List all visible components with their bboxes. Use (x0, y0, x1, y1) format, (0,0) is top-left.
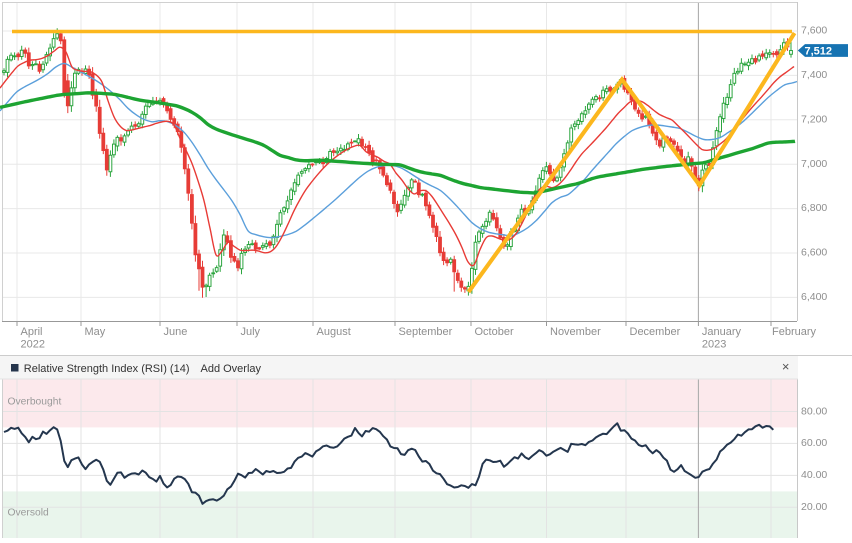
svg-text:June: June (164, 326, 188, 338)
svg-text:November: November (550, 326, 601, 338)
svg-text:July: July (241, 326, 261, 338)
svg-text:6,400: 6,400 (801, 291, 827, 303)
svg-text:7,512: 7,512 (805, 45, 833, 57)
svg-text:Relative Strength Index (RSI): Relative Strength Index (RSI) (14) (24, 363, 190, 375)
svg-text:40.00: 40.00 (801, 469, 827, 481)
svg-text:×: × (782, 359, 790, 374)
svg-text:7,000: 7,000 (801, 158, 827, 170)
svg-text:May: May (85, 326, 106, 338)
svg-text:September: September (399, 326, 453, 338)
svg-text:80.00: 80.00 (801, 405, 827, 417)
svg-text:Overbought: Overbought (8, 397, 62, 408)
svg-text:6,800: 6,800 (801, 202, 827, 214)
svg-text:60.00: 60.00 (801, 437, 827, 449)
svg-text:August: August (317, 326, 351, 338)
svg-text:April: April (21, 326, 43, 338)
svg-text:October: October (475, 326, 514, 338)
svg-text:2022: 2022 (21, 339, 45, 351)
svg-text:January: January (702, 326, 742, 338)
svg-text:7,200: 7,200 (801, 113, 827, 125)
svg-text:7,400: 7,400 (801, 69, 827, 81)
svg-text:6,600: 6,600 (801, 247, 827, 259)
svg-text:February: February (772, 326, 817, 338)
svg-text:Add Overlay: Add Overlay (201, 363, 262, 375)
svg-text:20.00: 20.00 (801, 501, 827, 513)
svg-text:7,600: 7,600 (801, 25, 827, 37)
svg-text:Oversold: Oversold (8, 508, 49, 519)
svg-text:December: December (630, 326, 681, 338)
svg-text:2023: 2023 (702, 339, 726, 351)
